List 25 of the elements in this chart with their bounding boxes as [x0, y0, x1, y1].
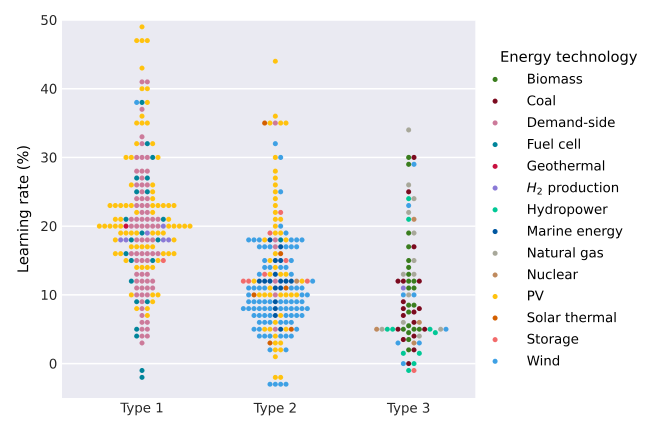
- y-axis-title: Learning rate (%): [16, 146, 32, 272]
- legend-label: Geothermal: [527, 160, 604, 171]
- x-tick-label: Type 3: [386, 402, 430, 416]
- legend-label: Solar thermal: [528, 312, 616, 322]
- legend-label: PV: [528, 290, 544, 300]
- legend-label: Biomass: [528, 73, 582, 84]
- x-tick-label: Type 1: [120, 402, 162, 416]
- legend-label: Storage: [528, 334, 578, 346]
- y-tick-label: 0: [50, 358, 56, 369]
- x-tick-label: Type 2: [254, 402, 296, 416]
- y-tick-label: 20: [41, 221, 56, 232]
- legend-label: Wind: [527, 355, 560, 366]
- legend-label: Marine energy: [528, 225, 623, 238]
- y-tick-label: 10: [42, 290, 56, 300]
- legend-label: Hydropower: [528, 204, 608, 217]
- legend-title: Energy technology: [501, 50, 638, 65]
- y-tick-label: 40: [40, 84, 56, 94]
- legend-label: Demand-side: [528, 116, 615, 128]
- legend-label: Natural gas: [528, 247, 604, 260]
- y-tick-label: 30: [41, 152, 56, 162]
- legend-label: Coal: [527, 95, 555, 106]
- legend-label: Fuel cell: [528, 138, 580, 149]
- legend-label: H$_{2}$ production: [527, 182, 618, 195]
- y-tick-label: 50: [41, 14, 56, 26]
- legend-label: Nuclear: [528, 268, 578, 280]
